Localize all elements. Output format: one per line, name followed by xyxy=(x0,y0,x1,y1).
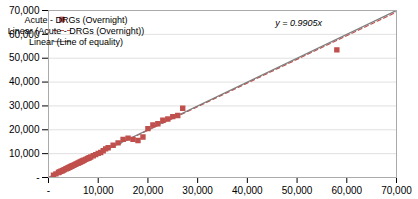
svg-text:70,000: 70,000 xyxy=(8,4,40,16)
svg-text:40,000: 40,000 xyxy=(232,185,263,196)
svg-text:Acute - DRGs (Overnight): Acute - DRGs (Overnight) xyxy=(24,15,127,25)
svg-text:30,000: 30,000 xyxy=(9,100,40,111)
svg-text:20,000: 20,000 xyxy=(9,124,40,135)
svg-text:Linear (Acute - DRGs (Overnigh: Linear (Acute - DRGs (Overnight)) xyxy=(8,26,145,36)
svg-text:70,000: 70,000 xyxy=(381,185,412,196)
svg-text:-: - xyxy=(36,172,39,183)
svg-text:10,000: 10,000 xyxy=(9,148,40,159)
svg-text:40,000: 40,000 xyxy=(9,76,40,87)
svg-text:-: - xyxy=(47,185,50,196)
svg-text:30,000: 30,000 xyxy=(182,185,213,196)
svg-text:50,000: 50,000 xyxy=(282,185,313,196)
svg-text:60,000: 60,000 xyxy=(331,185,362,196)
svg-text:50,000: 50,000 xyxy=(9,52,40,63)
svg-text:Linear (Line of equality): Linear (Line of equality) xyxy=(29,37,123,47)
svg-text:10,000: 10,000 xyxy=(83,185,114,196)
svg-text:20,000: 20,000 xyxy=(133,185,164,196)
svg-text:y = 0.9905x: y = 0.9905x xyxy=(274,18,322,28)
